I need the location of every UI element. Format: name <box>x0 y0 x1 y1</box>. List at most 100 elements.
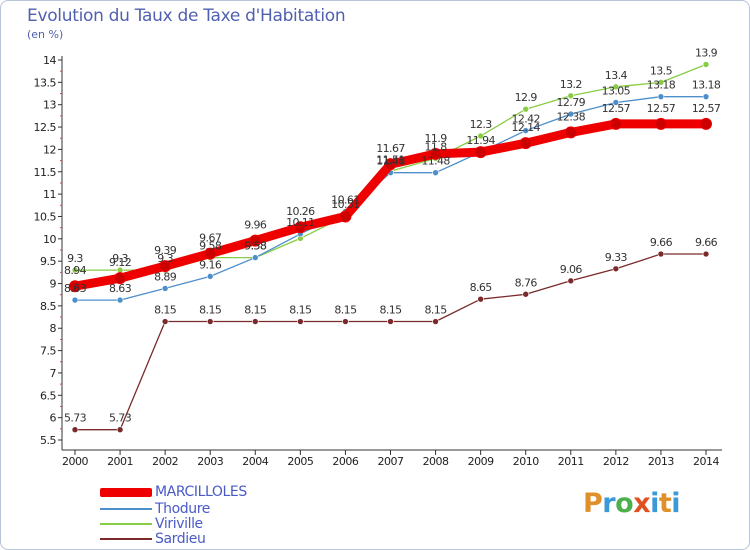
x-tick-label: 2000 <box>62 455 88 468</box>
data-label-viriville: 11.51 <box>376 153 405 166</box>
point-marcilloles <box>700 117 712 130</box>
data-label-sardieu: 9.33 <box>605 251 628 264</box>
data-label-viriville: 9.58 <box>199 240 222 253</box>
y-tick-label: 11 <box>43 188 56 201</box>
y-tick-label: 8.5 <box>40 300 56 313</box>
point-marcilloles <box>159 260 172 273</box>
data-labels-layer: 5.73 5.73 8.15 8.15 8.15 8.15 8.15 8.15 8.15 8.65… <box>64 46 721 424</box>
data-label-thodure: 13.05 <box>602 84 631 97</box>
point-thodure <box>567 110 575 118</box>
data-label-thodure: 12.79 <box>557 96 586 109</box>
y-tick-label: 6 <box>50 412 57 425</box>
data-label-sardieu: 9.66 <box>650 236 673 249</box>
point-sardieu <box>297 318 304 325</box>
point-sardieu <box>477 295 484 303</box>
legend-swatch-viriville <box>100 523 152 525</box>
point-viriville <box>657 79 665 86</box>
x-tick-label: 2001 <box>107 455 133 468</box>
x-tick-label: 2006 <box>332 455 358 468</box>
data-label-marcilloles: 9.67 <box>199 232 222 245</box>
data-label-thodure: 10.11 <box>286 216 315 229</box>
point-sardieu <box>612 265 620 273</box>
point-sardieu <box>116 426 124 434</box>
point-sardieu <box>432 318 439 325</box>
y-tick-label: 9.5 <box>40 255 56 268</box>
data-label-sardieu: 8.15 <box>289 304 312 317</box>
point-thodure <box>657 93 665 100</box>
point-marcilloles <box>519 137 532 150</box>
legend-label-thodure: Thodure <box>155 501 211 517</box>
data-label-sardieu: 5.73 <box>109 412 132 425</box>
chart-subtitle: (en %) <box>27 28 64 41</box>
data-label-sardieu: 8.65 <box>470 281 493 294</box>
point-viriville <box>702 61 710 68</box>
data-label-thodure: 9.16 <box>199 258 222 271</box>
x-tick-label: 2002 <box>152 455 178 468</box>
data-label-marcilloles: 12.38 <box>557 110 586 123</box>
axes: 5.5 6 6.5 7 7.5 8 8.5 9 9.5 10 10.5 11 11.5 12 12.5 13 1… <box>34 54 722 468</box>
data-label-marcilloles: 12.57 <box>692 102 721 115</box>
x-tick-label: 2008 <box>423 455 449 468</box>
data-label-sardieu: 8.76 <box>515 276 538 289</box>
point-marcilloles <box>249 234 262 247</box>
data-label-viriville: 13.2 <box>560 78 582 91</box>
x-tick-label: 2004 <box>242 455 268 468</box>
x-tick-label: 2003 <box>197 455 223 468</box>
point-viriville <box>71 266 79 274</box>
point-marcilloles <box>294 221 307 234</box>
data-label-sardieu: 9.06 <box>560 263 583 276</box>
point-thodure <box>612 99 620 106</box>
x-tick-label: 2013 <box>648 455 674 468</box>
data-label-marcilloles: 11.67 <box>376 142 405 155</box>
y-tick-label: 11.5 <box>34 166 57 179</box>
data-label-thodure: 8.89 <box>154 270 177 283</box>
data-label-viriville: 11.8 <box>425 140 448 153</box>
data-label-viriville: 9.3 <box>157 252 173 265</box>
point-sardieu <box>71 426 79 434</box>
legend-swatch-marcilloles <box>100 488 152 497</box>
data-label-sardieu: 8.15 <box>425 304 448 317</box>
y-tick-label: 12.5 <box>34 121 57 134</box>
data-label-marcilloles: 9.96 <box>244 219 267 232</box>
data-label-sardieu: 8.15 <box>154 304 177 317</box>
data-label-marcilloles: 9.12 <box>109 256 131 269</box>
data-label-sardieu: 9.66 <box>695 236 718 249</box>
data-label-viriville: 9.58 <box>244 240 267 253</box>
data-label-sardieu: 8.15 <box>379 304 402 317</box>
point-thodure <box>161 285 169 292</box>
point-marcilloles <box>609 117 622 130</box>
legend-item-marcilloles: MARCILLOLES <box>100 484 300 500</box>
data-label-thodure: 8.63 <box>109 282 132 295</box>
point-sardieu <box>657 250 665 258</box>
point-sardieu <box>522 290 530 298</box>
data-label-thodure: 8.63 <box>64 282 87 295</box>
data-label-sardieu: 8.15 <box>334 304 357 317</box>
data-label-viriville: 13.5 <box>650 64 673 77</box>
data-label-marcilloles: 8.94 <box>64 264 87 277</box>
data-label-viriville: 10.51 <box>331 198 360 211</box>
data-label-viriville: 9.3 <box>67 252 83 265</box>
proxiti-logo: Proxiti <box>583 488 681 519</box>
data-label-thodure: 13.18 <box>692 79 721 92</box>
data-label-marcilloles: 11.9 <box>425 132 448 145</box>
y-tick-label: 7 <box>50 367 57 380</box>
y-tick-label: 10 <box>43 233 56 246</box>
y-tick-label: 13.5 <box>34 76 57 89</box>
data-label-thodure: 10.61 <box>331 194 360 207</box>
point-sardieu <box>206 318 214 325</box>
data-label-viriville: 13.4 <box>605 69 628 82</box>
point-thodure <box>522 127 530 134</box>
x-tick-label: 2009 <box>468 455 494 468</box>
series-layer <box>69 61 712 434</box>
point-marcilloles <box>204 247 217 260</box>
point-sardieu <box>342 318 349 325</box>
point-thodure <box>251 254 259 261</box>
point-viriville <box>477 132 484 140</box>
point-marcilloles <box>654 117 667 130</box>
x-tick-label: 2012 <box>603 455 629 468</box>
point-marcilloles <box>429 147 442 160</box>
data-label-sardieu: 8.15 <box>199 304 222 317</box>
data-label-thodure: 11.48 <box>376 155 405 168</box>
data-label-viriville: 13.9 <box>695 46 718 59</box>
legend-item-sardieu: Sardieu <box>100 531 300 547</box>
